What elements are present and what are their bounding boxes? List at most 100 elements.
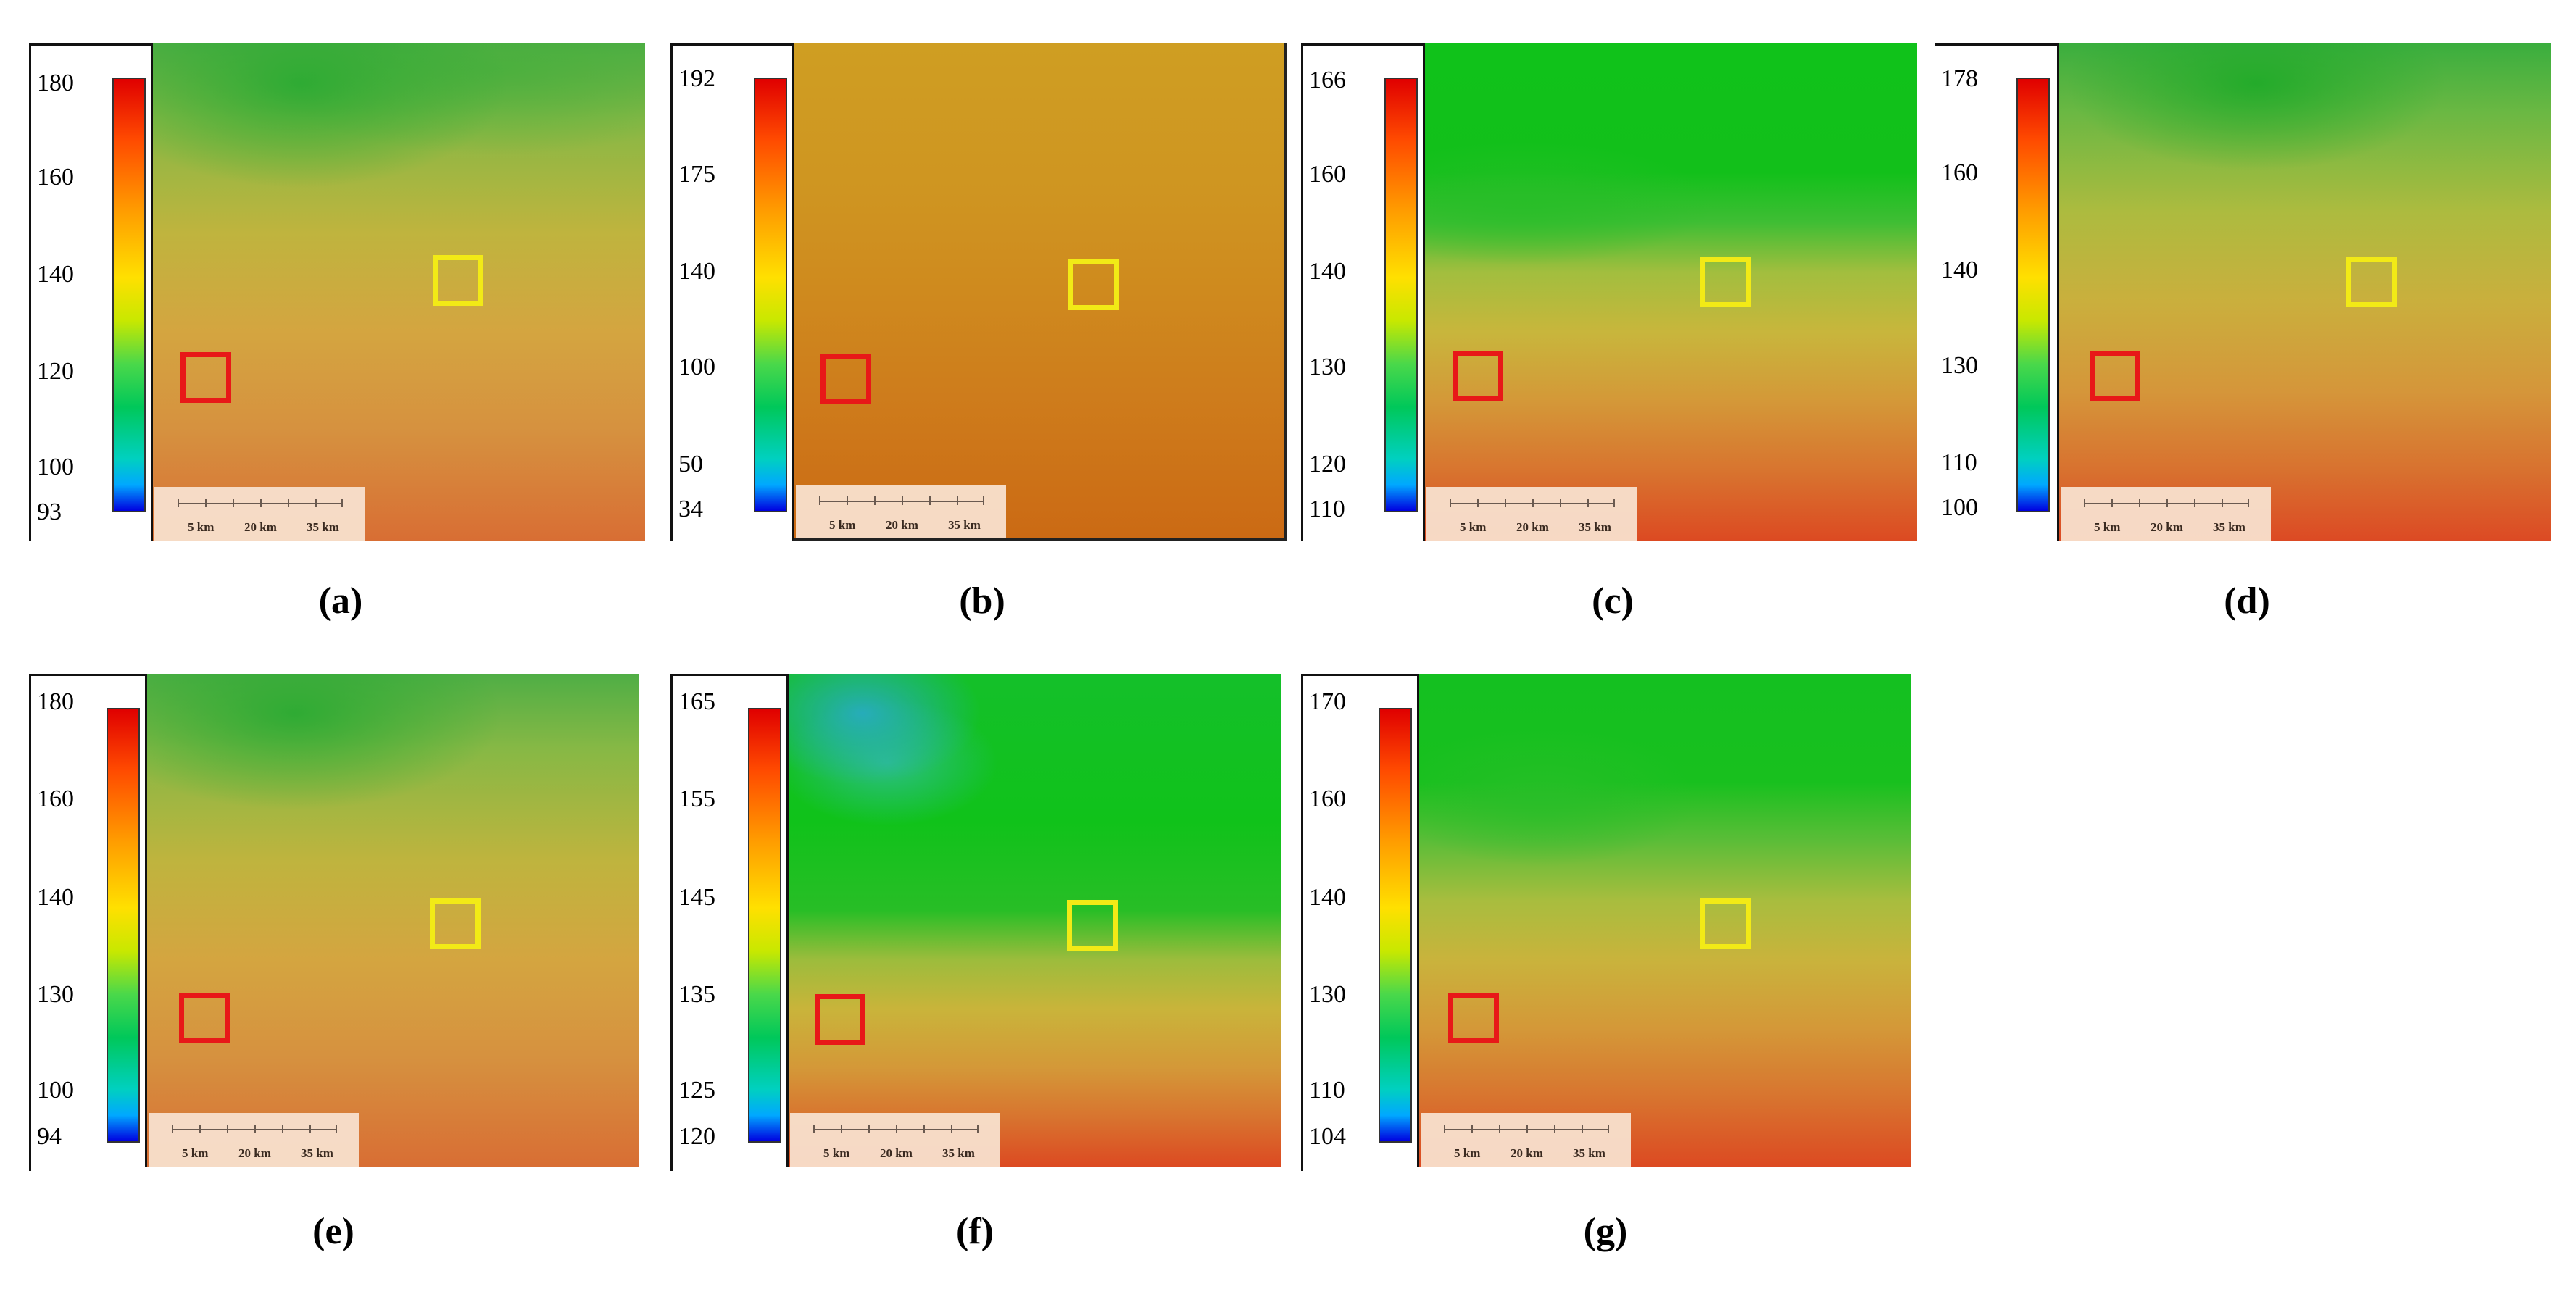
yellow-region-box: [1700, 898, 1751, 949]
caption-g: (g): [1583, 1211, 1628, 1252]
panel-c: 166 160 140 130 120 110 5 km 20 km 35 km…: [1301, 43, 1917, 652]
tick-label: 160: [1309, 785, 1346, 812]
tick-label: 94: [37, 1123, 62, 1150]
tick-label: 130: [1309, 981, 1346, 1008]
tick-label: 110: [1309, 496, 1345, 522]
tick-label: 140: [37, 884, 74, 911]
scale-label: 20 km: [886, 518, 918, 532]
tick-label: 104: [1309, 1123, 1346, 1150]
legend-b: 192 175 140 100 50 34: [670, 43, 792, 541]
red-region-box: [820, 354, 871, 404]
terrain-map-d: 5 km 20 km 35 km: [2057, 43, 2551, 541]
terrain-map-e: 5 km 20 km 35 km: [145, 674, 639, 1167]
scale-label: 20 km: [244, 520, 277, 534]
tick-label: 160: [1309, 161, 1346, 188]
tick-label: 120: [37, 358, 74, 385]
scale-label: 5 km: [1454, 1146, 1481, 1160]
tick-label: 120: [1309, 451, 1346, 477]
red-region-box: [179, 993, 230, 1043]
tick-label: 110: [1309, 1077, 1345, 1104]
legend-d: 178 160 140 130 110 100: [1935, 43, 2057, 541]
scale-bar: 5 km 20 km 35 km: [149, 1113, 359, 1167]
terrain-map-g: 5 km 20 km 35 km: [1417, 674, 1911, 1167]
red-region-box: [815, 994, 865, 1045]
legend-f: 165 155 145 135 125 120: [670, 674, 786, 1171]
colorbar-d: [2016, 78, 2050, 512]
tick-label: 93: [37, 499, 62, 525]
tick-label: 135: [678, 981, 715, 1008]
scale-label: 5 km: [2094, 520, 2121, 534]
panel-a: 180 160 140 120 100 93 5 km 20 km 35 km …: [29, 43, 645, 652]
legend-g: 170 160 140 130 110 104: [1301, 674, 1417, 1171]
colorbar-g: [1379, 708, 1412, 1143]
tick-label: 110: [1941, 449, 1977, 476]
tick-label: 160: [37, 785, 74, 812]
scale-bar: 5 km 20 km 35 km: [790, 1113, 1000, 1167]
caption-e: (e): [312, 1211, 354, 1252]
caption-f: (f): [956, 1211, 994, 1252]
terrain-map-f: 5 km 20 km 35 km: [786, 674, 1281, 1167]
scale-label: 5 km: [829, 518, 856, 532]
scale-bar: 5 km 20 km 35 km: [796, 485, 1006, 538]
legend-a: 180 160 140 120 100 93: [29, 43, 151, 541]
panel-d: 178 160 140 130 110 100 5 km 20 km 35 km…: [1935, 43, 2551, 652]
tick-label: 160: [37, 164, 74, 191]
tick-label: 145: [678, 884, 715, 911]
colorbar-b: [754, 78, 787, 512]
tick-label: 120: [678, 1123, 715, 1150]
scale-label: 20 km: [1511, 1146, 1543, 1160]
yellow-region-box: [1067, 900, 1118, 951]
tick-label: 125: [678, 1077, 715, 1104]
tick-label: 180: [37, 70, 74, 96]
tick-label: 140: [1941, 257, 1978, 283]
caption-d: (d): [2224, 580, 2270, 622]
yellow-region-box: [430, 898, 481, 949]
tick-label: 130: [1309, 354, 1346, 380]
tick-label: 130: [37, 981, 74, 1008]
tick-label: 140: [37, 261, 74, 288]
scale-label: 35 km: [942, 1146, 975, 1160]
tick-label: 192: [678, 65, 715, 92]
scale-label: 35 km: [1579, 520, 1611, 534]
panel-e: 180 160 140 130 100 94 5 km 20 km 35 km …: [29, 674, 645, 1283]
panel-g: 170 160 140 130 110 104 5 km 20 km 35 km…: [1301, 674, 1917, 1283]
legend-c: 166 160 140 130 120 110: [1301, 43, 1423, 541]
scale-label: 35 km: [948, 518, 981, 532]
tick-label: 100: [1941, 494, 1978, 521]
tick-label: 175: [678, 161, 715, 188]
scale-bar: 5 km 20 km 35 km: [1421, 1113, 1631, 1167]
scale-bar: 5 km 20 km 35 km: [2061, 487, 2271, 541]
scale-label: 5 km: [823, 1146, 850, 1160]
colorbar-e: [107, 708, 140, 1143]
scale-label: 35 km: [1573, 1146, 1605, 1160]
tick-label: 130: [1941, 352, 1978, 379]
scale-label: 20 km: [238, 1146, 271, 1160]
terrain-map-c: 5 km 20 km 35 km: [1423, 43, 1917, 541]
scale-label: 5 km: [182, 1146, 209, 1160]
scale-bar: 5 km 20 km 35 km: [1426, 487, 1637, 541]
panel-b: 192 175 140 100 50 34 5 km 20 km 35 km (…: [670, 43, 1287, 652]
scale-label: 20 km: [880, 1146, 913, 1160]
colorbar-a: [112, 78, 146, 512]
scale-label: 35 km: [301, 1146, 333, 1160]
colorbar-c: [1384, 78, 1418, 512]
scale-label: 35 km: [2213, 520, 2245, 534]
tick-label: 50: [678, 451, 703, 477]
legend-e: 180 160 140 130 100 94: [29, 674, 145, 1171]
colorbar-f: [748, 708, 781, 1143]
caption-a: (a): [318, 580, 363, 622]
terrain-map-b: 5 km 20 km 35 km: [792, 43, 1287, 541]
yellow-region-box: [1700, 257, 1751, 307]
tick-label: 100: [37, 454, 74, 480]
caption-b: (b): [959, 580, 1005, 622]
tick-label: 34: [678, 496, 703, 522]
tick-label: 100: [37, 1077, 74, 1104]
yellow-region-box: [2346, 257, 2397, 307]
red-region-box: [1453, 351, 1503, 401]
terrain-map-a: 5 km 20 km 35 km: [151, 43, 645, 541]
tick-label: 166: [1309, 67, 1346, 93]
tick-label: 100: [678, 354, 715, 380]
tick-label: 165: [678, 688, 715, 715]
caption-c: (c): [1592, 580, 1634, 622]
tick-label: 180: [37, 688, 74, 715]
